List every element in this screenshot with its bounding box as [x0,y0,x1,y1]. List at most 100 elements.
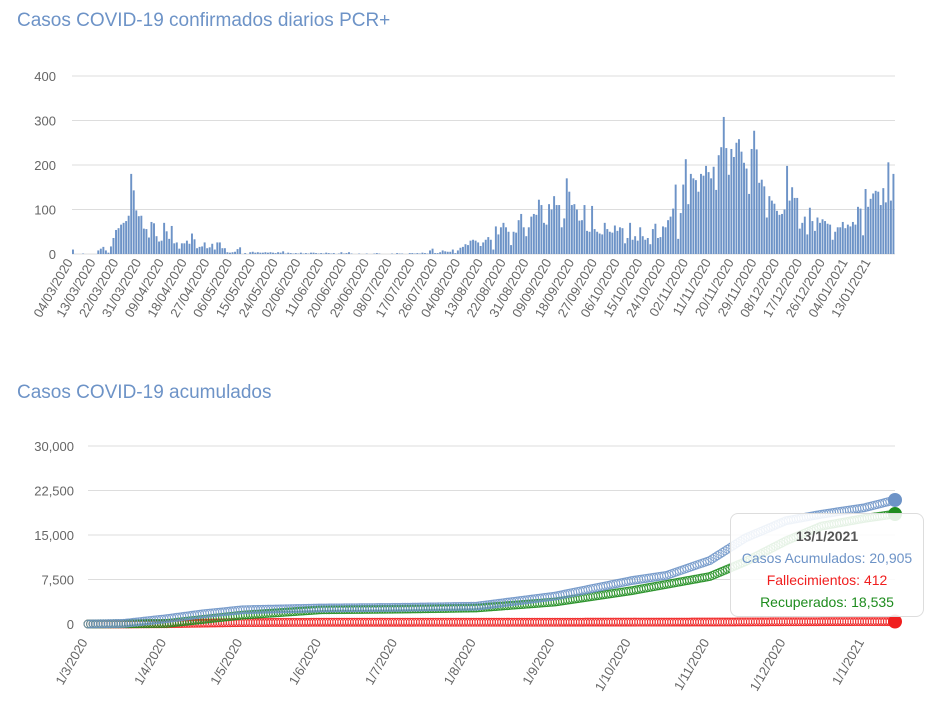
bar [735,142,738,254]
bar [530,216,533,254]
bar [213,249,216,254]
bar [266,252,269,254]
bar [553,196,556,254]
highlight-point [888,614,902,629]
bar [507,231,510,254]
bar [611,232,614,254]
bar [277,252,280,254]
bar [104,250,107,254]
y-tick-label: 30,000 [34,439,74,454]
bar [672,208,675,254]
bar [122,222,125,254]
bar [710,178,713,254]
bar [808,207,811,254]
bar [175,242,178,254]
bar [289,253,292,254]
data-point [712,551,722,561]
bar [583,205,586,254]
bar [416,253,419,254]
bar [188,243,191,254]
bar [841,221,844,254]
bar [206,248,209,254]
bar [340,252,343,254]
bar [168,238,171,254]
tooltip-deaths: Fallecimientos: 412 [766,572,888,588]
bar [687,204,690,254]
bar [591,205,594,254]
bar [788,200,791,254]
x-tick-label: 1/11/2020 [671,636,712,693]
y-tick-label: 22,500 [34,484,74,499]
bar [178,248,181,254]
bar [147,237,150,254]
bar [482,242,485,254]
bar [748,193,751,254]
bar [608,231,611,254]
bar [689,173,692,254]
bar [454,253,457,254]
bar [859,208,862,254]
bar [183,243,186,254]
bar [102,246,105,254]
bar [396,253,399,254]
bar [846,224,849,254]
bar [836,227,839,254]
x-tick-label: 1/1/2021 [829,636,867,687]
bar [816,217,819,254]
x-tick-label: 1/3/2020 [52,636,90,687]
bar [137,216,140,254]
bar [631,239,634,254]
bar [651,229,654,254]
data-point [715,549,725,559]
bar [223,248,226,254]
bar [520,213,523,254]
bar [867,206,870,254]
cumulative-chart-title: Casos COVID-19 acumulados [17,382,272,403]
bar [578,220,581,254]
bar [580,220,583,254]
bar [864,189,867,254]
bar [532,213,535,254]
bar [717,155,720,254]
bar [135,210,138,254]
x-tick-label: 1/10/2020 [592,636,634,694]
bar [120,224,123,254]
bar [251,251,254,254]
bar [879,205,882,254]
bar [694,180,697,254]
y-tick-label: 300 [34,114,56,129]
bar [560,227,563,254]
bar [821,219,824,254]
bar [743,162,745,254]
bar [244,253,247,254]
bar [444,251,447,254]
bar [515,232,518,254]
bar [700,173,702,254]
bar [310,252,312,254]
bar [892,173,895,254]
bar [109,246,112,254]
bar [191,233,193,254]
bar [487,237,490,254]
bar [550,209,553,254]
x-tick-label: 1/6/2020 [286,636,324,687]
bar [664,227,667,254]
bar [180,243,183,254]
bar [545,224,548,254]
bar [765,217,768,254]
data-point [705,556,715,566]
bar [702,175,705,254]
bar [869,198,872,254]
bar [849,226,852,254]
bar [461,246,464,254]
bar [472,239,475,254]
data-point [717,547,727,557]
bar [826,223,829,254]
bar [684,159,687,254]
bar [467,245,469,254]
bar [456,250,459,254]
bar [375,253,378,254]
bar [624,243,626,254]
bar [441,250,444,254]
bar [163,222,166,254]
